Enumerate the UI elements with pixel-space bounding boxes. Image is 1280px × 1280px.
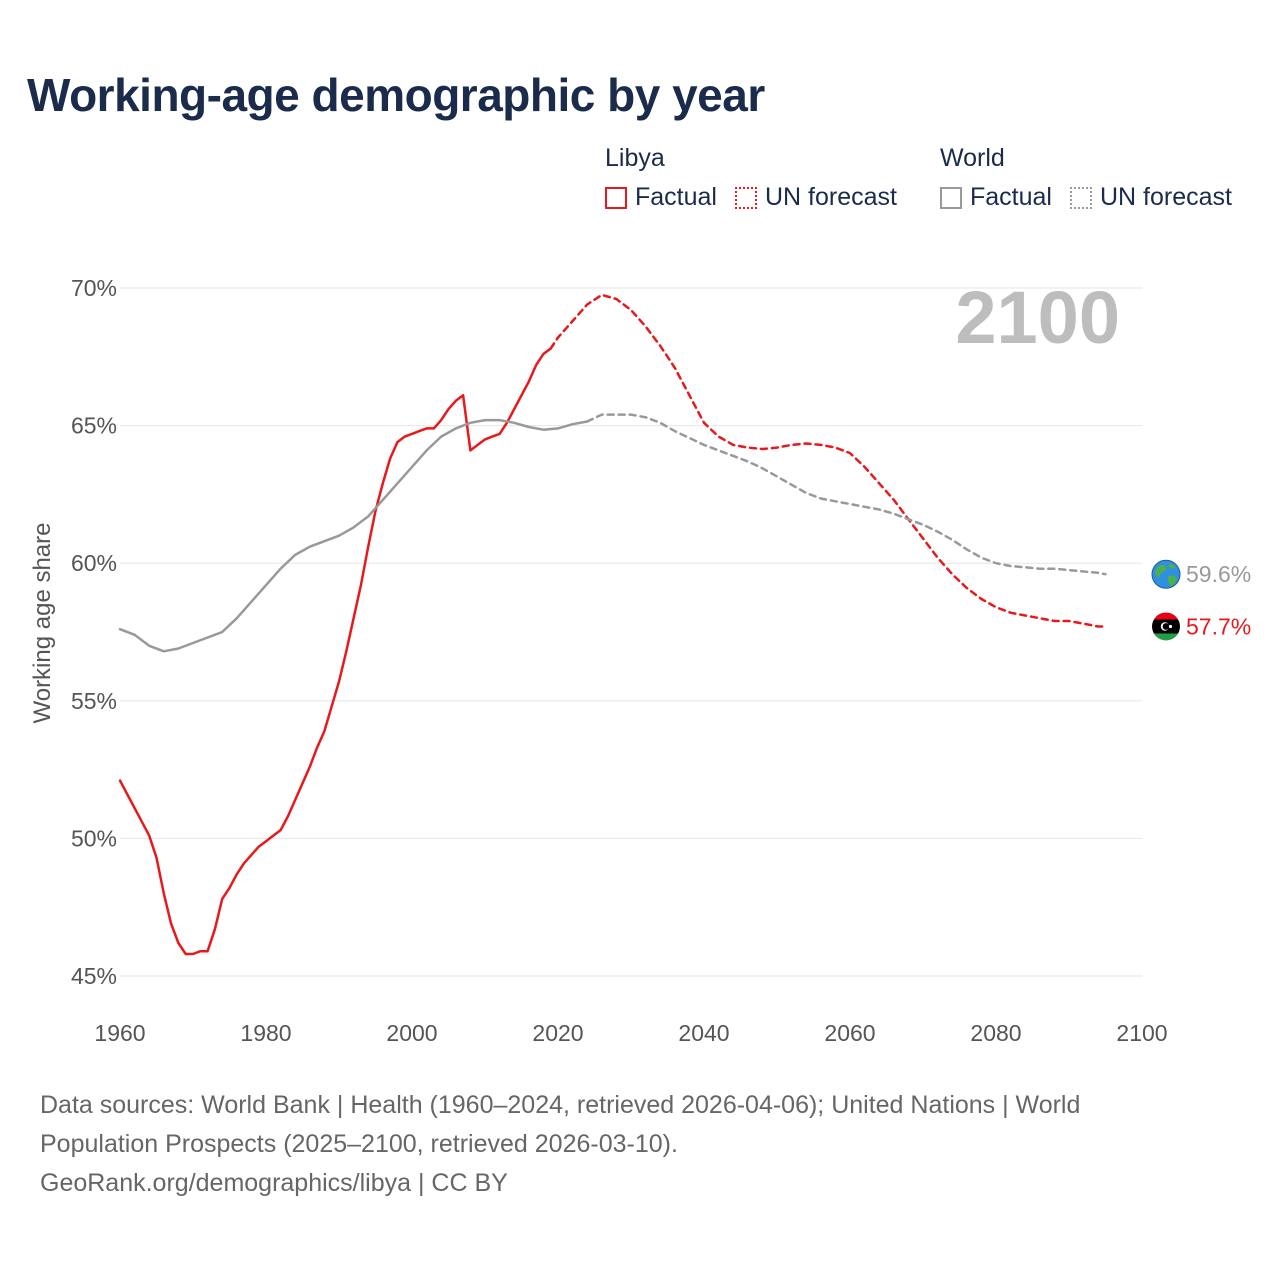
flag-star (1168, 624, 1173, 629)
legend-item-libya-factual[interactable]: Factual (605, 183, 717, 212)
footer-source-line-2: Population Prospects (2025–2100, retriev… (40, 1130, 678, 1158)
legend-group-libya: Libya Factual UN forecast (605, 144, 915, 212)
y-axis-ticks: 45% 50% 55% 60% 65% 70% (71, 275, 117, 989)
y-tick-label: 65% (71, 413, 117, 439)
chart-title: Working-age demographic by year (27, 69, 765, 121)
series-line-world-factual (118, 418, 589, 653)
flag-body (1152, 612, 1180, 641)
y-tick-label: 50% (71, 825, 117, 851)
chart-area: 45% 50% 55% 60% 65% 70% 1960 1980 2000 2020 2040 2… (29, 275, 1251, 1046)
x-axis-ticks: 1960 1980 2000 2020 2040 2060 2080 2100 (94, 1020, 1167, 1046)
x-tick-label: 2020 (532, 1020, 583, 1046)
globe-land (1155, 564, 1167, 579)
legend-swatch-solid (605, 186, 627, 209)
series-line-libya-forecast (549, 293, 1107, 628)
end-labels: 59.6% 57.7% (1151, 559, 1251, 641)
x-tick-label: 2040 (678, 1020, 729, 1046)
series-line-libya-factual (118, 347, 552, 956)
legend-label: Factual (970, 183, 1052, 211)
globe-icon (1151, 559, 1181, 589)
legend-item-world-forecast[interactable]: UN forecast (1069, 183, 1232, 212)
legend-group-name: World (940, 144, 1005, 172)
flag-crescent-cut (1162, 623, 1170, 630)
footer-attribution[interactable]: GeoRank.org/demographics/libya | CC BY (40, 1169, 508, 1197)
globe-land (1169, 563, 1176, 569)
legend-label: Factual (635, 183, 717, 211)
end-value-label: 59.6% (1186, 561, 1251, 587)
legend-group-world: World Factual UN forecast (940, 144, 1250, 212)
end-value-label: 57.7% (1186, 613, 1251, 639)
x-tick-label: 2080 (970, 1020, 1021, 1046)
legend-group-name: Libya (605, 144, 665, 172)
footer-source-line-1: Data sources: World Bank | Health (1960–… (40, 1091, 1081, 1119)
x-tick-label: 1980 (240, 1020, 291, 1046)
footer: Data sources: World Bank | Health (1960–… (40, 1086, 1240, 1203)
y-tick-label: 45% (71, 963, 117, 989)
flag-stripe-green (1152, 633, 1180, 641)
year-overlay: 2100 (955, 276, 1120, 359)
legend-item-libya-forecast[interactable]: UN forecast (734, 183, 897, 212)
legend-item-world-factual[interactable]: Factual (940, 183, 1052, 212)
series-lines (118, 293, 1107, 956)
y-tick-label: 60% (71, 550, 117, 576)
x-tick-label: 2100 (1116, 1020, 1167, 1046)
globe-land (1167, 575, 1177, 587)
y-tick-label: 70% (71, 275, 117, 301)
x-tick-label: 2000 (386, 1020, 437, 1046)
gridlines (120, 287, 1142, 977)
x-tick-label: 1960 (94, 1020, 145, 1046)
legend-label: UN forecast (1099, 183, 1232, 211)
legend-label: UN forecast (764, 183, 897, 211)
flag-stripe-red (1152, 612, 1180, 620)
legend-swatch-dotted (734, 186, 757, 209)
x-tick-label: 2060 (824, 1020, 875, 1046)
legend-swatch-solid (940, 186, 962, 209)
y-axis-title: Working age share (29, 523, 56, 724)
libya-flag-icon (1152, 612, 1180, 641)
series-line-world-forecast (585, 413, 1107, 576)
legend-swatch-dotted (1069, 186, 1092, 209)
y-tick-label: 55% (71, 688, 117, 714)
